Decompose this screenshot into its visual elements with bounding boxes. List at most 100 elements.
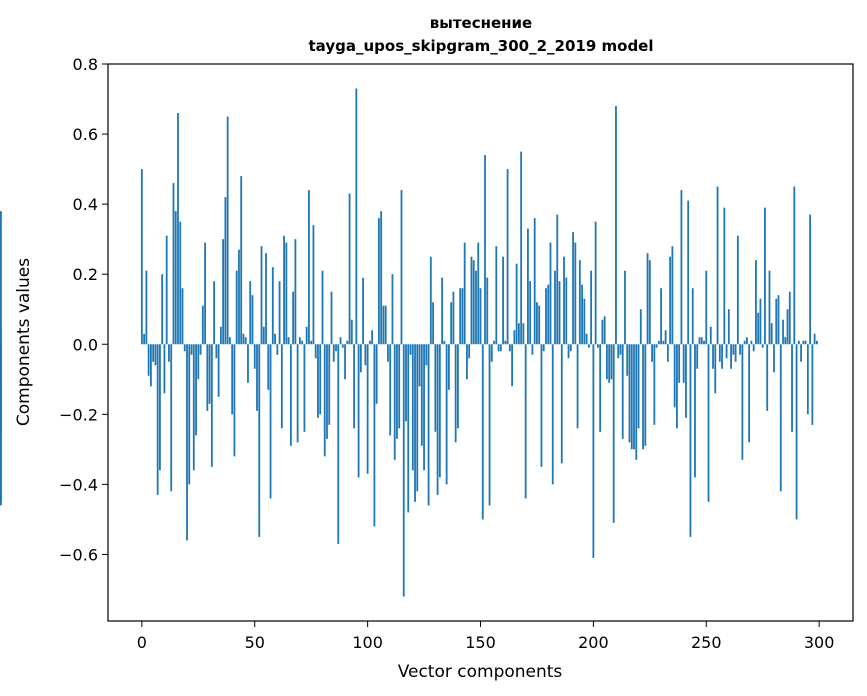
bar — [0, 344, 2, 506]
y-tick-label: −0.4 — [59, 475, 98, 494]
bar — [504, 340, 507, 345]
bar — [727, 309, 730, 345]
bar — [791, 344, 793, 432]
bar — [434, 344, 437, 432]
bar — [389, 344, 392, 436]
bar — [664, 330, 667, 345]
bar — [341, 344, 344, 348]
bar — [736, 235, 739, 345]
bar — [624, 270, 626, 345]
bar — [748, 344, 751, 443]
bar — [159, 344, 161, 471]
bar — [244, 337, 247, 345]
bar — [204, 242, 206, 345]
bar — [398, 344, 401, 429]
bar — [373, 344, 376, 527]
bar — [517, 323, 520, 345]
bar — [375, 344, 378, 404]
bar — [224, 197, 227, 345]
bar — [359, 344, 362, 373]
bar — [443, 340, 446, 345]
bar — [416, 344, 419, 492]
bar — [673, 344, 676, 408]
bar — [321, 270, 324, 345]
bar — [332, 344, 335, 362]
bar — [567, 344, 570, 359]
x-tick-label: 50 — [245, 633, 265, 652]
bar — [472, 260, 475, 345]
bar — [170, 344, 173, 492]
bar — [590, 270, 593, 345]
bar — [569, 344, 572, 352]
bar — [152, 344, 155, 362]
bar — [691, 288, 694, 345]
y-axis-ticks: −0.6 −0.4 −0.2 0.0 0.2 0.4 0.6 0.8 — [59, 55, 108, 564]
bar — [601, 319, 604, 345]
bar — [235, 270, 238, 345]
bar — [536, 302, 538, 345]
bar — [319, 344, 322, 415]
bar — [490, 344, 493, 362]
bar — [603, 316, 606, 345]
bar — [188, 344, 191, 485]
bar — [312, 225, 315, 345]
bar — [238, 249, 240, 345]
bar — [423, 344, 425, 471]
bar — [653, 344, 656, 425]
bar — [635, 344, 638, 460]
bar — [725, 344, 728, 359]
bar — [276, 344, 279, 355]
bar — [495, 246, 498, 345]
bar — [285, 242, 288, 345]
bar — [628, 344, 631, 443]
bar — [630, 344, 633, 450]
bar — [718, 344, 721, 362]
bar — [226, 116, 229, 345]
bar — [793, 186, 796, 345]
bar — [219, 326, 222, 345]
bar — [680, 190, 683, 345]
bar — [402, 344, 405, 597]
bar — [384, 305, 387, 345]
bar — [637, 344, 640, 429]
bar — [459, 288, 462, 345]
bar — [163, 344, 166, 394]
bar — [698, 337, 701, 345]
bar — [247, 344, 249, 383]
bar — [515, 263, 518, 345]
bar — [0, 326, 2, 345]
bar — [779, 344, 782, 492]
bar — [192, 344, 195, 471]
bar — [161, 274, 164, 345]
bar — [452, 291, 455, 345]
bar — [140, 169, 143, 345]
bar — [305, 326, 308, 345]
bar — [463, 242, 466, 345]
bar — [583, 298, 586, 345]
bar — [217, 344, 220, 397]
bar — [447, 344, 450, 390]
bar — [757, 312, 760, 345]
bar — [671, 246, 674, 345]
bar — [797, 340, 800, 345]
bar — [545, 288, 547, 345]
bar — [179, 221, 182, 345]
bar — [208, 344, 211, 404]
bar — [696, 344, 699, 369]
bar — [795, 344, 798, 520]
bar — [287, 337, 290, 345]
bar — [267, 344, 270, 390]
bar — [165, 235, 168, 345]
bar — [813, 333, 816, 345]
y-tick-label: 0.4 — [73, 195, 98, 214]
bar — [558, 281, 561, 345]
bar — [721, 344, 723, 369]
bar — [755, 260, 757, 345]
x-tick-label: 150 — [465, 633, 496, 652]
bar — [353, 344, 355, 429]
bar — [265, 253, 267, 345]
bar — [418, 344, 421, 387]
bar — [414, 344, 416, 502]
bar — [678, 344, 681, 383]
bar — [768, 270, 771, 345]
